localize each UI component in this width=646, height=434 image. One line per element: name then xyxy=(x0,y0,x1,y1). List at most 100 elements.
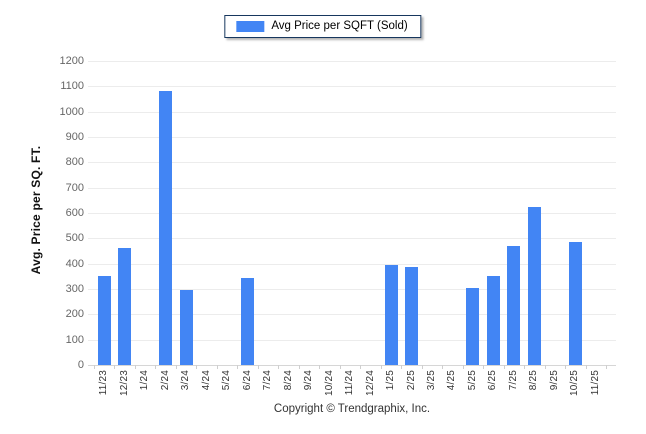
x-tick-cell: 6/25 xyxy=(483,370,503,402)
bar-slot xyxy=(155,61,175,365)
x-tick-cell: 4/25 xyxy=(442,370,462,402)
gridline xyxy=(88,213,616,214)
gridline xyxy=(88,86,616,88)
x-axis-tick xyxy=(196,365,198,369)
bar-slot xyxy=(217,61,237,365)
x-tick-cell: 9/24 xyxy=(299,370,319,402)
x-axis-tick xyxy=(585,365,587,369)
x-tick-cell: 11/23 xyxy=(94,370,114,402)
x-axis-tick xyxy=(462,365,464,369)
bar-slot xyxy=(545,61,565,365)
y-tick-label: 800 xyxy=(65,156,84,169)
x-axis-tick xyxy=(114,365,116,369)
bar-5/25 xyxy=(466,287,480,365)
x-tick-label: 9/24 xyxy=(303,370,315,391)
plot-area: 0 100 200 300 400 500 600 700 800 900 1000 1100 1200 xyxy=(60,56,616,371)
bar-6/24 xyxy=(241,277,255,365)
bar-slot xyxy=(483,61,503,365)
y-tick-label: 900 xyxy=(65,131,84,143)
x-tick-label: 1/25 xyxy=(385,370,397,391)
bar-slot xyxy=(196,61,216,365)
x-tick-cell: 3/24 xyxy=(176,370,196,402)
bar-1/25 xyxy=(384,264,398,365)
bar-slot xyxy=(504,61,524,365)
copyright-text: Copyright © Trendgraphix, Inc. xyxy=(273,403,431,415)
x-tick-label: 11/25 xyxy=(589,370,601,396)
x-axis-tick xyxy=(155,365,157,369)
x-tick-cell: 11/24 xyxy=(340,370,360,402)
x-axis-tick xyxy=(483,365,485,369)
bar-slot xyxy=(463,61,483,365)
bar-series xyxy=(94,61,606,365)
x-axis-tick xyxy=(216,365,218,369)
x-tick-label: 12/23 xyxy=(118,370,130,397)
bar-slot xyxy=(176,61,196,365)
x-axis-tick xyxy=(298,365,300,369)
x-tick-cell: 2/24 xyxy=(155,370,175,402)
bar-slot xyxy=(340,61,360,365)
x-tick-label: 5/24 xyxy=(221,370,233,391)
x-tick-label: 8/25 xyxy=(528,370,540,391)
bar-slot xyxy=(360,61,380,365)
gridline xyxy=(88,187,616,189)
gridline xyxy=(88,263,616,265)
x-tick-label: 2/25 xyxy=(405,370,417,391)
x-tick-label: 6/24 xyxy=(241,370,253,391)
x-axis-tick xyxy=(360,365,362,369)
x-axis-tick xyxy=(524,365,526,369)
y-tick-label: 200 xyxy=(65,308,84,321)
x-tick-label: 11/24 xyxy=(344,370,356,396)
x-tick-cell: 6/24 xyxy=(237,370,257,402)
x-tick-label: 8/24 xyxy=(282,370,294,391)
x-tick-label: 4/24 xyxy=(200,370,212,391)
bar-slot xyxy=(258,61,278,365)
x-tick-cell: 8/25 xyxy=(524,370,544,402)
x-tick-cell: 12/24 xyxy=(360,370,380,402)
x-axis-tick xyxy=(442,365,444,369)
x-tick-cell: 10/24 xyxy=(319,370,339,402)
x-tick-label: 10/24 xyxy=(323,370,335,397)
x-axis-tick xyxy=(401,365,403,369)
x-axis-tick xyxy=(503,365,505,369)
bar-10/25 xyxy=(568,242,582,365)
x-tick-cell: 2/25 xyxy=(401,370,421,402)
bar-slot xyxy=(586,61,606,365)
x-tick-cell: 7/24 xyxy=(258,370,278,402)
y-tick-label: 0 xyxy=(77,359,84,371)
x-axis-tick xyxy=(278,365,280,369)
y-tick-label: 700 xyxy=(65,181,84,194)
x-tick-label: 7/24 xyxy=(262,370,274,391)
y-tick-label: 300 xyxy=(65,283,84,295)
x-axis-tick xyxy=(421,365,423,369)
gridline xyxy=(88,137,616,138)
x-tick-label: 6/25 xyxy=(487,370,499,391)
x-tick-label: 5/25 xyxy=(466,370,478,391)
bar-slot xyxy=(114,61,134,365)
x-tick-label: 2/24 xyxy=(159,370,171,391)
x-tick-label: 11/23 xyxy=(98,370,110,396)
x-axis-tick xyxy=(237,365,239,369)
bar-12/23 xyxy=(118,248,132,365)
gridline xyxy=(88,289,616,290)
bar-6/25 xyxy=(486,276,500,365)
x-axis-tick-labels: 11/23 12/23 1/24 2/24 3/24 4/24 5/24 6/24 7/24 8/… xyxy=(94,370,606,402)
bar-slot xyxy=(381,61,401,365)
gridline xyxy=(88,238,616,240)
bar-slot xyxy=(401,61,421,365)
x-tick-cell: 4/24 xyxy=(196,370,216,402)
gridline xyxy=(88,111,616,113)
x-axis-tick xyxy=(319,365,321,369)
x-tick-cell: 7/25 xyxy=(504,370,524,402)
bar-slot xyxy=(319,61,339,365)
x-axis-tick xyxy=(257,365,259,369)
y-tick-label: 500 xyxy=(65,232,84,245)
bar-slot xyxy=(94,61,114,365)
x-tick-label: 3/25 xyxy=(425,370,437,391)
x-tick-label: 4/25 xyxy=(446,370,458,391)
x-tick-label: 10/25 xyxy=(569,370,581,397)
legend-swatch-icon xyxy=(236,20,265,32)
x-axis-tick xyxy=(94,365,95,369)
x-tick-cell: 11/25 xyxy=(586,370,606,402)
x-axis-tick xyxy=(134,365,136,369)
